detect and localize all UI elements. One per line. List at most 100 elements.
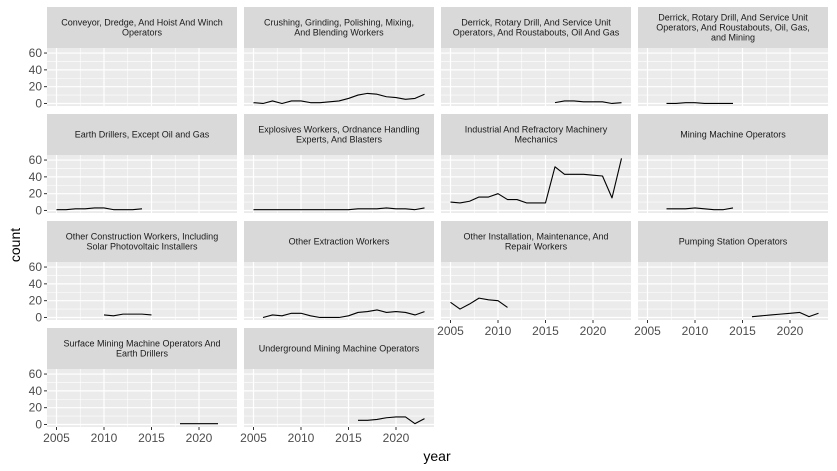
x-tick-label: 2005 bbox=[437, 324, 464, 338]
facet-strip bbox=[441, 7, 631, 48]
facet-strip bbox=[244, 114, 434, 155]
facet-panel: Underground Mining Machine Operators bbox=[244, 328, 434, 427]
x-tick-label: 2005 bbox=[240, 431, 267, 445]
facet-title-line: Operators, And Roustabouts, Oil, Gas, bbox=[656, 23, 810, 33]
y-tick-label: 60 bbox=[29, 46, 43, 60]
facet-title-line: Explosives Workers, Ordnance Handling bbox=[258, 125, 419, 135]
facet-title-line: Earth Drillers bbox=[116, 349, 169, 359]
facet-strip bbox=[47, 7, 237, 48]
facet-title-line: Other Construction Workers, Including bbox=[66, 232, 218, 242]
facet-title-line: Crushing, Grinding, Polishing, Mixing, bbox=[264, 18, 414, 28]
facet-panel: Mining Machine Operators bbox=[638, 114, 828, 213]
facet-strip bbox=[47, 328, 237, 369]
panel-background bbox=[244, 262, 434, 320]
x-tick-label: 2010 bbox=[288, 431, 315, 445]
facet-title-line: Solar Photovoltaic Installers bbox=[86, 242, 198, 252]
facet-panel: Derrick, Rotary Drill, And Service UnitO… bbox=[441, 7, 631, 106]
x-tick-label: 2010 bbox=[682, 324, 709, 338]
x-axis-title: year bbox=[423, 448, 451, 464]
facet-title-line: Mining Machine Operators bbox=[680, 130, 786, 140]
facet-panel: Other Extraction Workers bbox=[244, 221, 434, 320]
series-line bbox=[450, 158, 623, 204]
y-tick-label: 40 bbox=[29, 277, 43, 291]
y-tick-label: 20 bbox=[29, 80, 43, 94]
facet-title-line: Surface Mining Machine Operators And bbox=[63, 339, 220, 349]
x-tick-label: 2015 bbox=[138, 431, 165, 445]
facet-strip bbox=[638, 221, 828, 262]
facet-panel: Crushing, Grinding, Polishing, Mixing,An… bbox=[244, 7, 434, 106]
x-tick-label: 2010 bbox=[91, 431, 118, 445]
y-tick-label: 60 bbox=[29, 260, 43, 274]
panel-background bbox=[441, 48, 631, 106]
series-line bbox=[358, 416, 425, 425]
panel-background bbox=[47, 48, 237, 106]
panel-background bbox=[47, 262, 237, 320]
x-tick-label: 2020 bbox=[580, 324, 607, 338]
y-tick-label: 0 bbox=[35, 203, 42, 217]
facet-strip bbox=[244, 221, 434, 262]
panel-background bbox=[47, 155, 237, 213]
facet-strip bbox=[244, 328, 434, 369]
panel-background bbox=[638, 48, 828, 106]
panel-background bbox=[244, 48, 434, 106]
panel-background bbox=[638, 155, 828, 213]
y-tick-label: 20 bbox=[29, 401, 43, 415]
facet-title-line: Earth Drillers, Except Oil and Gas bbox=[75, 130, 210, 140]
y-tick-label: 0 bbox=[35, 96, 42, 110]
facet-strip bbox=[441, 221, 631, 262]
series-line bbox=[450, 297, 508, 310]
facet-panel: Pumping Station Operators bbox=[638, 221, 828, 320]
x-tick-label: 2015 bbox=[729, 324, 756, 338]
x-tick-label: 2010 bbox=[485, 324, 512, 338]
x-tick-label: 2020 bbox=[383, 431, 410, 445]
facet-title-line: Operators, And Roustabouts, Oil And Gas bbox=[453, 28, 620, 38]
x-tick-label: 2015 bbox=[532, 324, 559, 338]
facet-title-line: Underground Mining Machine Operators bbox=[259, 344, 420, 354]
facet-title-line: and Mining bbox=[711, 33, 755, 43]
facet-panel: Industrial And Refractory MachineryMecha… bbox=[441, 114, 631, 213]
x-tick-label: 2015 bbox=[335, 431, 362, 445]
facet-title-line: And Blending Workers bbox=[294, 28, 384, 38]
y-tick-label: 60 bbox=[29, 367, 43, 381]
facet-title-line: Industrial And Refractory Machinery bbox=[465, 125, 608, 135]
panel-background bbox=[441, 155, 631, 213]
series-line bbox=[253, 207, 425, 211]
facet-title-line: Other Extraction Workers bbox=[289, 237, 390, 247]
facet-panel: Derrick, Rotary Drill, And Service UnitO… bbox=[638, 7, 828, 106]
facet-panel: Conveyor, Dredge, And Hoist And WinchOpe… bbox=[47, 7, 237, 106]
facet-strip bbox=[638, 7, 828, 48]
facet-panel: Surface Mining Machine Operators AndEart… bbox=[47, 328, 237, 427]
series-line bbox=[262, 309, 425, 319]
panel-background bbox=[441, 262, 631, 320]
facet-title-line: Mechanics bbox=[514, 135, 558, 145]
facet-panel: Other Installation, Maintenance, AndRepa… bbox=[441, 221, 631, 320]
facet-strip bbox=[47, 114, 237, 155]
facet-panels: Conveyor, Dredge, And Hoist And WinchOpe… bbox=[47, 7, 828, 427]
panel-background bbox=[47, 369, 237, 427]
facet-panel: Earth Drillers, Except Oil and Gas bbox=[47, 114, 237, 213]
facet-title-line: Experts, And Blasters bbox=[296, 135, 383, 145]
x-tick-label: 2005 bbox=[634, 324, 661, 338]
facet-title-line: Operators bbox=[122, 28, 163, 38]
series-line bbox=[751, 311, 819, 318]
facet-strip bbox=[638, 114, 828, 155]
y-tick-label: 20 bbox=[29, 187, 43, 201]
facet-title-line: Derrick, Rotary Drill, And Service Unit bbox=[461, 18, 611, 28]
series-line bbox=[103, 313, 152, 317]
facet-strip bbox=[441, 114, 631, 155]
facet-title-line: Derrick, Rotary Drill, And Service Unit bbox=[658, 13, 808, 23]
x-tick-label: 2005 bbox=[43, 431, 70, 445]
y-axis-title: count bbox=[7, 228, 23, 262]
x-tick-label: 2020 bbox=[186, 431, 213, 445]
y-tick-label: 0 bbox=[35, 310, 42, 324]
facet-title-line: Pumping Station Operators bbox=[679, 237, 788, 247]
y-tick-label: 40 bbox=[29, 384, 43, 398]
series-line bbox=[253, 92, 425, 105]
facet-title-line: Conveyor, Dredge, And Hoist And Winch bbox=[61, 18, 223, 28]
series-line bbox=[56, 207, 143, 211]
facet-title-line: Repair Workers bbox=[505, 242, 568, 252]
y-tick-label: 0 bbox=[35, 417, 42, 431]
series-line bbox=[666, 207, 734, 211]
